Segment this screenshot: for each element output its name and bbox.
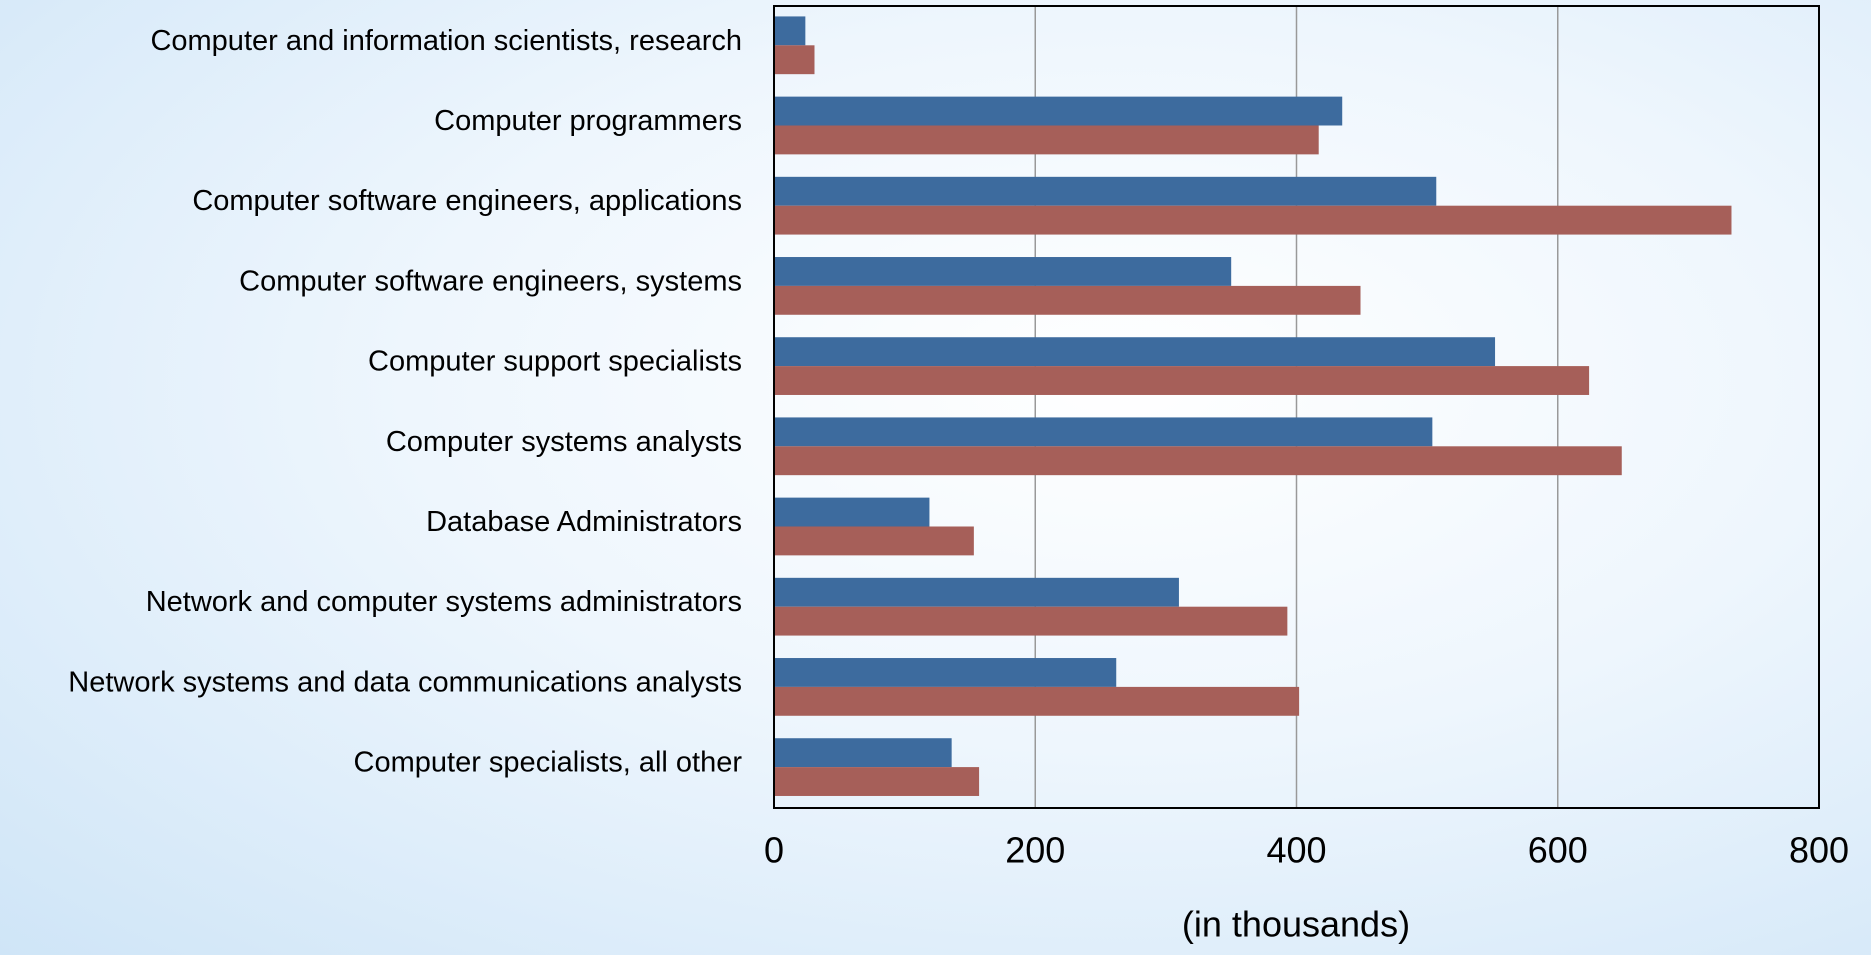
bar — [774, 125, 1319, 155]
x-tick-label: 400 — [1266, 830, 1326, 871]
bar — [774, 96, 1343, 126]
bar — [774, 767, 980, 796]
y-tick-label: Database Administrators — [426, 506, 742, 538]
bar — [774, 45, 815, 75]
y-tick-label: Network systems and data communications … — [68, 666, 742, 698]
bar — [774, 738, 952, 768]
y-tick-label: Computer support specialists — [368, 346, 742, 378]
bar — [774, 577, 1179, 607]
x-tick-label: 800 — [1789, 830, 1849, 871]
bar — [774, 526, 974, 556]
bar — [774, 16, 806, 46]
bar — [774, 257, 1232, 286]
x-tick-label: 0 — [764, 830, 784, 871]
bar — [774, 446, 1622, 476]
y-tick-label: Computer software engineers, systems — [239, 265, 742, 297]
bar — [774, 606, 1288, 636]
y-tick-label: Computer software engineers, application… — [192, 185, 742, 217]
x-axis-label: (in thousands) — [1182, 904, 1410, 945]
bar — [774, 205, 1732, 235]
bar — [774, 176, 1437, 206]
bar — [774, 497, 930, 527]
plot-frame — [773, 5, 1820, 809]
bar — [774, 658, 1117, 687]
bar — [774, 686, 1300, 716]
bar — [774, 285, 1361, 315]
bar — [774, 366, 1590, 395]
y-tick-label: Computer programmers — [434, 105, 742, 137]
x-tick-label: 600 — [1528, 830, 1588, 871]
bar — [774, 337, 1496, 367]
bar — [774, 417, 1433, 447]
y-tick-label: Computer specialists, all other — [354, 747, 743, 779]
x-tick-label: 200 — [1005, 830, 1065, 871]
y-tick-label: Computer and information scientists, res… — [150, 25, 742, 57]
y-tick-label: Computer systems analysts — [386, 426, 742, 458]
y-tick-label: Network and computer systems administrat… — [146, 586, 742, 618]
